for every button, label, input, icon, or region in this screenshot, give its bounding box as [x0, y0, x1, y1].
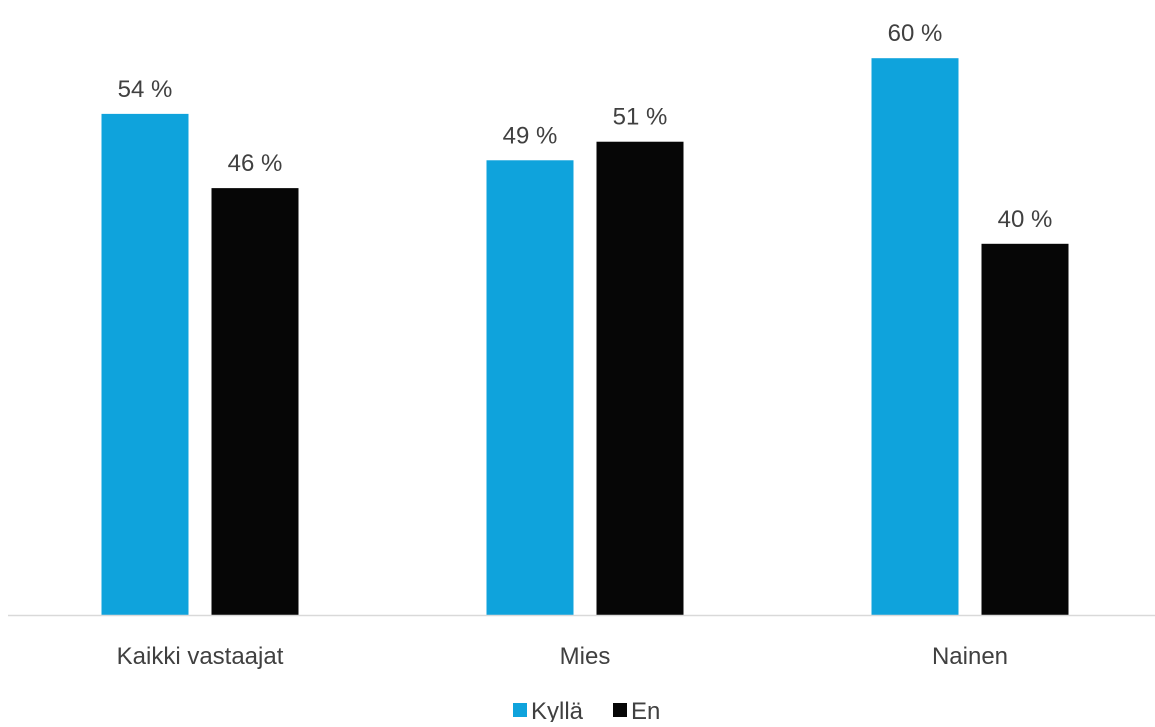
data-label-kylla-1: 49 % — [503, 122, 558, 149]
category-label-2: Nainen — [932, 643, 1008, 670]
bars-group — [101, 58, 1069, 616]
legend-label-en: En — [631, 698, 660, 722]
legend-swatch-kylla — [513, 703, 527, 717]
bar-kylla-1 — [486, 160, 574, 615]
bar-en-0 — [211, 188, 299, 615]
legend-label-kylla: Kyllä — [531, 698, 584, 722]
data-label-kylla-0: 54 % — [118, 76, 173, 103]
category-label-1: Mies — [560, 643, 611, 670]
legend: Kyllä En — [513, 698, 660, 725]
bar-en-1 — [596, 141, 684, 615]
category-label-0: Kaikki vastaajat — [117, 643, 284, 670]
bar-kylla-0 — [101, 113, 189, 615]
data-label-en-2: 40 % — [998, 206, 1053, 233]
value-labels-group: 54 % 46 % 49 % 51 % 60 % 40 % — [118, 20, 1053, 233]
bar-en-2 — [981, 243, 1069, 616]
data-label-kylla-2: 60 % — [888, 20, 943, 47]
category-labels-group: Kaikki vastaajat Mies Nainen — [117, 643, 1008, 670]
data-label-en-0: 46 % — [228, 150, 283, 177]
legend-swatch-en — [613, 703, 627, 717]
data-label-en-1: 51 % — [613, 104, 668, 131]
bar-kylla-2 — [871, 58, 959, 615]
